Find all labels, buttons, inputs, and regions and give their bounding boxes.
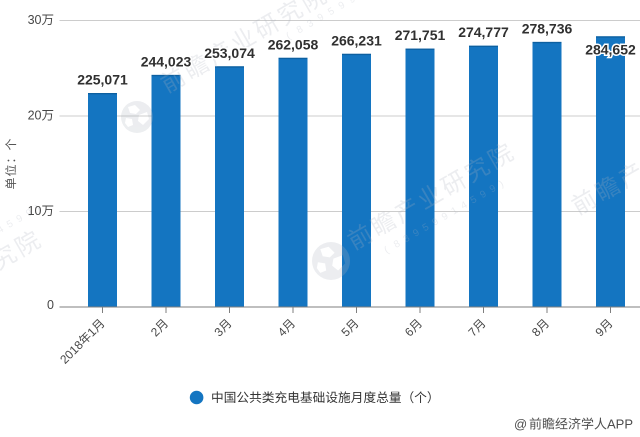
svg-text:244,023: 244,023 [141, 53, 192, 69]
svg-text:278,736: 278,736 [522, 20, 573, 36]
svg-text:9: 9 [478, 188, 489, 201]
svg-text:3: 3 [402, 233, 413, 246]
svg-text:1: 1 [450, 205, 461, 218]
svg-text:253,074: 253,074 [204, 45, 255, 61]
svg-text:9: 9 [430, 216, 441, 229]
svg-text:8: 8 [392, 238, 403, 251]
svg-text:3: 3 [305, 18, 316, 31]
svg-text:5: 5 [421, 222, 432, 235]
svg-text:): ) [34, 203, 42, 214]
svg-text:266,231: 266,231 [331, 32, 382, 48]
svg-text:(: ( [284, 31, 293, 43]
svg-text:5: 5 [5, 218, 16, 231]
svg-text:@: @ [514, 417, 527, 432]
svg-text:30: 30 [28, 13, 42, 27]
svg-text:284,652: 284,652 [585, 42, 636, 58]
svg-text:9: 9 [316, 12, 327, 25]
svg-text:262,058: 262,058 [268, 36, 319, 52]
svg-text:9: 9 [440, 211, 451, 224]
svg-text:8: 8 [295, 24, 306, 37]
svg-text:(: ( [382, 245, 391, 257]
svg-text:4: 4 [0, 224, 6, 237]
svg-text:9: 9 [15, 213, 26, 226]
svg-text:APP: APP [607, 417, 633, 432]
svg-text:5: 5 [469, 194, 480, 207]
svg-text:5: 5 [326, 6, 337, 19]
svg-text:4: 4 [459, 199, 470, 212]
svg-text:9: 9 [337, 0, 348, 12]
svg-text:225,071: 225,071 [77, 72, 128, 88]
svg-text:9: 9 [488, 183, 499, 196]
svg-text:): ) [497, 179, 505, 190]
svg-text:10: 10 [28, 204, 42, 218]
svg-text:274,777: 274,777 [458, 24, 509, 40]
svg-text:0: 0 [47, 298, 54, 312]
svg-text:20: 20 [28, 109, 42, 123]
svg-text:9: 9 [411, 227, 422, 240]
svg-text:271,751: 271,751 [395, 27, 446, 43]
svg-text:9: 9 [24, 207, 35, 220]
svg-text:9: 9 [347, 0, 358, 6]
